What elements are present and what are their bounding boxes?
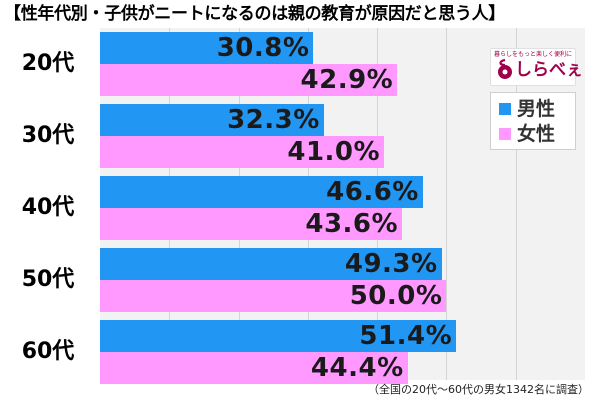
bar-male: 49.3% bbox=[100, 248, 442, 280]
bar-female: 43.6% bbox=[100, 208, 403, 240]
shirabee-logo: 暮らしをもっと楽しく便利に しらべぇ bbox=[490, 48, 583, 86]
gridline bbox=[515, 28, 517, 380]
category-label: 20代 bbox=[21, 51, 75, 76]
logo-swirl-icon bbox=[498, 59, 512, 79]
legend: 暮らしをもっと楽しく便利に しらべぇ 男性 女性 bbox=[478, 48, 586, 150]
bar-value-label: 49.3% bbox=[344, 249, 438, 279]
bar-value-label: 42.9% bbox=[300, 65, 394, 95]
bar-female: 44.4% bbox=[100, 352, 408, 384]
gridline bbox=[446, 28, 448, 380]
legend-swatch-male bbox=[499, 103, 511, 115]
legend-box: 男性 女性 bbox=[490, 92, 576, 150]
bar-female: 50.0% bbox=[100, 280, 447, 312]
category-label: 60代 bbox=[21, 339, 75, 364]
survey-footnote: （全国の20代～60代の男女1342名に調査） bbox=[368, 383, 589, 396]
bar-value-label: 32.3% bbox=[227, 105, 320, 135]
bar-male: 46.6% bbox=[100, 176, 423, 208]
bar-value-label: 44.4% bbox=[310, 353, 404, 383]
bar-value-label: 50.0% bbox=[349, 281, 443, 311]
bar-male: 30.8% bbox=[100, 32, 314, 64]
bar-value-label: 30.8% bbox=[216, 33, 310, 63]
bar-male: 51.4% bbox=[100, 320, 457, 352]
bar-female: 41.0% bbox=[100, 136, 385, 168]
legend-swatch-female bbox=[499, 128, 511, 140]
bar-value-label: 43.6% bbox=[305, 209, 399, 239]
bar-value-label: 41.0% bbox=[287, 137, 381, 167]
legend-label-male: 男性 bbox=[517, 98, 556, 120]
legend-label-female: 女性 bbox=[517, 123, 556, 145]
category-label: 30代 bbox=[21, 123, 75, 148]
category-label: 40代 bbox=[21, 195, 75, 220]
bar-male: 32.3% bbox=[100, 104, 324, 136]
category-label: 50代 bbox=[21, 267, 75, 292]
logo-wordmark: しらべぇ bbox=[515, 60, 583, 80]
logo-tagline: 暮らしをもっと楽しく便利に bbox=[493, 51, 572, 58]
bar-value-label: 51.4% bbox=[359, 321, 453, 351]
chart-title: 【性年代別・子供がニートになるのは親の教育が原因だと思う人】 bbox=[4, 4, 505, 24]
bar-female: 42.9% bbox=[100, 64, 398, 96]
bar-value-label: 46.6% bbox=[326, 177, 419, 207]
